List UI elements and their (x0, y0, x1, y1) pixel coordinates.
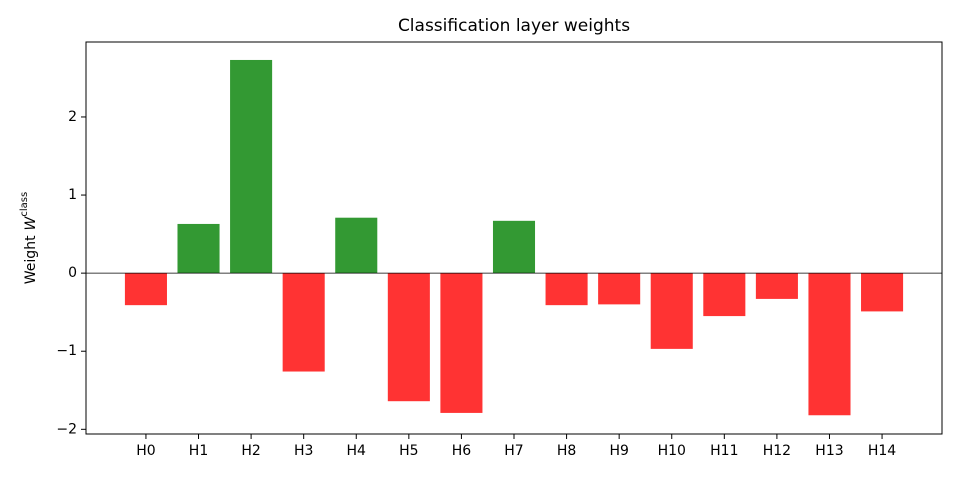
x-tick-label: H1 (189, 443, 208, 459)
x-tick-label: H4 (347, 443, 367, 459)
x-tick-label: H13 (815, 443, 843, 459)
bar (808, 273, 851, 416)
x-tick-label: H5 (399, 443, 418, 459)
x-tick-label: H10 (658, 443, 686, 459)
y-label-text: Weight (23, 235, 39, 284)
bar (440, 273, 483, 413)
x-tick-label: H6 (452, 443, 472, 459)
bar (230, 59, 273, 274)
y-label-symbol: W (23, 215, 39, 230)
x-tick-label: H8 (557, 443, 576, 459)
bar (598, 273, 641, 305)
x-tick-label: H3 (294, 443, 313, 459)
bar (703, 273, 746, 317)
x-tick-label: H14 (868, 443, 896, 459)
bar (650, 273, 693, 349)
x-tick-label: H2 (241, 443, 260, 459)
x-tick-label: H12 (763, 443, 791, 459)
bar (124, 273, 167, 306)
chart-title: Classification layer weights (398, 16, 630, 36)
bar (282, 273, 325, 372)
bar (177, 223, 220, 274)
plot-frame (85, 41, 943, 435)
x-tick-label: H7 (504, 443, 523, 459)
bar (387, 273, 430, 402)
y-tick-label: −1 (56, 343, 77, 359)
bar (755, 273, 798, 299)
y-tick-label: 0 (68, 265, 77, 281)
y-tick-label: 1 (68, 187, 77, 203)
x-tick-label: H11 (710, 443, 738, 459)
x-tick-label: H0 (136, 443, 155, 459)
bar (861, 273, 904, 312)
bar (492, 220, 536, 274)
x-tick-label: H9 (609, 443, 628, 459)
bar (335, 217, 378, 274)
y-label-superscript: class (19, 192, 30, 217)
y-tick-label: 2 (68, 109, 77, 125)
y-tick-label: −2 (56, 421, 77, 437)
bar (545, 273, 588, 306)
y-axis-label: Weight Wclass (19, 192, 39, 284)
